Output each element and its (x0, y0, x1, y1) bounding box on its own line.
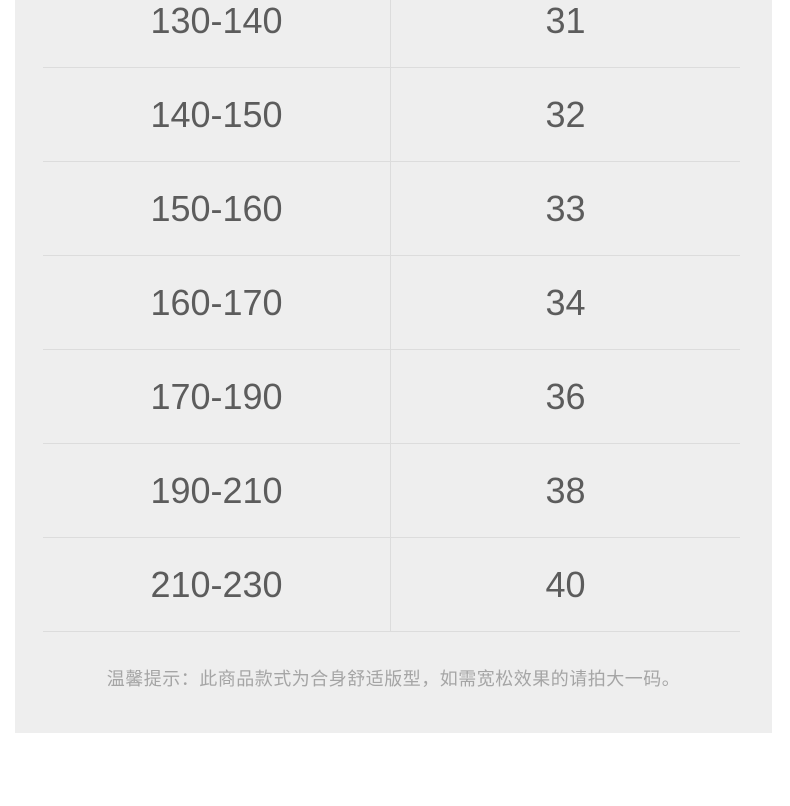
weight-range-cell: 140-150 (43, 68, 391, 161)
size-chart-panel: 130-140 31 140-150 32 150-160 33 160-170… (15, 0, 772, 733)
table-row: 150-160 33 (43, 162, 740, 256)
table-row: 140-150 32 (43, 68, 740, 162)
weight-range-cell: 190-210 (43, 444, 391, 537)
table-row: 160-170 34 (43, 256, 740, 350)
table-row: 210-230 40 (43, 538, 740, 632)
size-cell: 34 (545, 281, 586, 323)
note-text: 温馨提示：此商品款式为合身舒适版型，如需宽松效果的请拍大一码。 (106, 669, 681, 689)
size-cell: 38 (545, 469, 586, 511)
size-cell: 32 (545, 93, 586, 135)
size-table: 130-140 31 140-150 32 150-160 33 160-170… (43, 0, 740, 632)
size-cell: 33 (545, 187, 586, 229)
size-cell: 36 (545, 375, 586, 417)
weight-range-cell: 170-190 (43, 350, 391, 443)
table-row: 130-140 31 (43, 0, 740, 68)
table-row: 170-190 36 (43, 350, 740, 444)
size-cell: 31 (545, 0, 586, 41)
weight-range-cell: 130-140 (43, 0, 391, 67)
weight-range-cell: 150-160 (43, 162, 391, 255)
weight-range-cell: 160-170 (43, 256, 391, 349)
size-cell: 40 (545, 563, 586, 605)
table-row: 190-210 38 (43, 444, 740, 538)
weight-range-cell: 210-230 (43, 538, 391, 631)
